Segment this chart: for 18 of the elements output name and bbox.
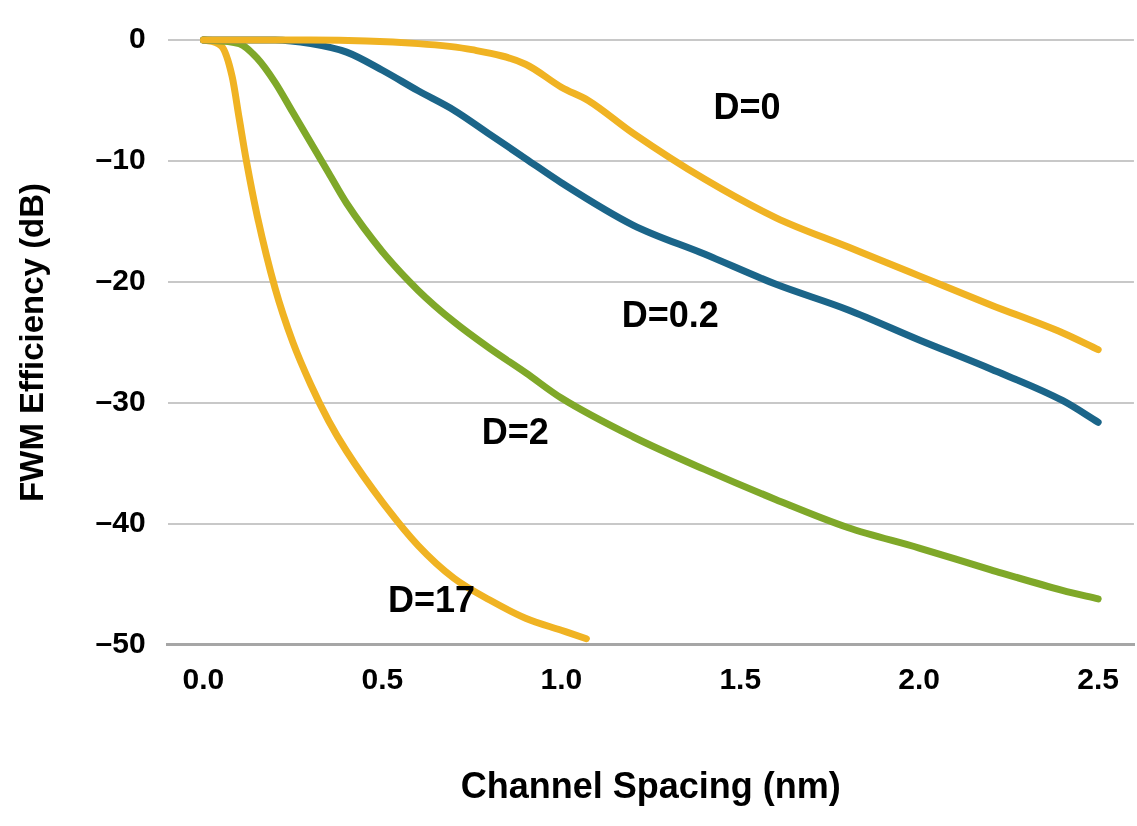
y-axis-title: FWM Efficiency (dB) <box>12 182 50 502</box>
x-tick-label: 0.5 <box>361 662 404 696</box>
x-tick-label: 1.0 <box>540 662 583 696</box>
y-tick-label: –20 <box>95 263 146 297</box>
y-tick-label: 0 <box>128 21 146 55</box>
x-tick-label: 0.0 <box>182 662 225 696</box>
series-label: D=2 <box>481 411 549 453</box>
x-axis-title: Channel Spacing (nm) <box>460 765 841 807</box>
y-tick-label: –30 <box>95 384 146 418</box>
series-label: D=17 <box>387 579 476 621</box>
x-tick-label: 2.5 <box>1077 662 1120 696</box>
series-label: D=0.2 <box>621 293 719 335</box>
x-tick-label: 2.0 <box>898 662 941 696</box>
y-tick-label: –10 <box>95 142 146 176</box>
x-tick-label: 1.5 <box>719 662 762 696</box>
y-tick-label: –40 <box>95 505 146 539</box>
series-label: D=0 <box>713 86 781 128</box>
y-tick-label: –50 <box>95 626 146 660</box>
